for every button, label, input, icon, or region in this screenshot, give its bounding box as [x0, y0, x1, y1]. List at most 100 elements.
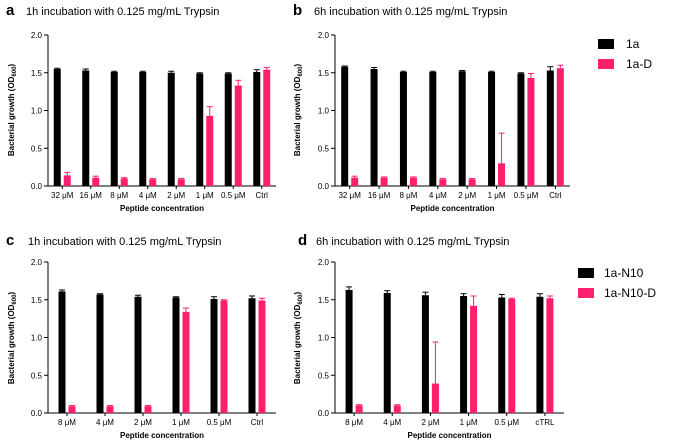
- bar-c-1a-n10-8-m: [58, 291, 66, 413]
- legend-label-1a: 1a: [626, 37, 640, 51]
- x-tick-label-a-32-m: 32 μM: [51, 191, 74, 200]
- chart-b: 0.0 0.5 1.0 1.5 2.0 Bacterial growth (OD600) P…: [293, 31, 570, 213]
- bar-c-1a-n10-d-ctrl: [258, 300, 266, 413]
- x-tick-label-b-1-m: 1 μM: [488, 191, 506, 200]
- y-tick-label-c-3: 1.5: [31, 296, 43, 305]
- bar-a-1a-d-16-m: [92, 177, 100, 186]
- panel-a-letter: a: [6, 2, 15, 19]
- bar-d-1a-n10-d-ctrl: [546, 298, 554, 413]
- x-tick-label-b-16-m: 16 μM: [368, 191, 391, 200]
- panel-c-letter: c: [6, 232, 14, 249]
- x-tick-label-b-2-m: 2 μM: [458, 191, 476, 200]
- panel-a-title: 1h incubation with 0.125 mg/mL Trypsin: [26, 6, 219, 18]
- x-tick-label-c-1-m: 1 μM: [172, 418, 190, 427]
- x-tick-label-a-ctrl: Ctrl: [256, 191, 269, 200]
- x-tick-label-d-4-m: 4 μM: [383, 418, 401, 427]
- y-tick-label-c-1: 0.5: [31, 371, 43, 380]
- legend-label-1a-N10-D: 1a-N10-D: [604, 286, 656, 300]
- x-tick-label-c-8-m: 8 μM: [58, 418, 76, 427]
- bar-a-1a-d-4-m: [149, 179, 157, 186]
- bar-a-1a-d-0-5-m: [234, 85, 242, 186]
- y-tick-label-a-0: 0.0: [31, 182, 43, 191]
- legend-label-1a-D: 1a-D: [626, 57, 652, 71]
- bar-a-1a-d-32-m: [63, 175, 71, 186]
- chart-a: 0.0 0.5 1.0 1.5 2.0 Bacterial growth (OD600) P…: [7, 31, 276, 213]
- bar-d-1a-n10-8-m: [345, 289, 353, 413]
- y-tick-label-c-4: 2.0: [31, 258, 43, 267]
- y-tick-label-c-0: 0.0: [31, 409, 43, 418]
- y-tick-label-b-1: 0.5: [318, 144, 330, 153]
- y-tick-label-b-2: 1.0: [318, 107, 330, 116]
- legend-swatch-1a: [598, 39, 614, 49]
- y-tick-label-c-2: 1.0: [31, 334, 43, 343]
- bar-c-1a-n10-d-1-m: [182, 311, 190, 413]
- bar-b-1a-d-0-5-m: [527, 78, 535, 186]
- bar-d-1a-n10-1-m: [460, 295, 468, 413]
- panel-b-title: 6h incubation with 0.125 mg/mL Trypsin: [314, 6, 507, 18]
- bar-a-1a-ctrl: [253, 71, 261, 186]
- x-tick-label-b-4-m: 4 μM: [429, 191, 447, 200]
- bar-a-1a-d-1-m: [206, 115, 214, 186]
- x-tick-label-a-1-m: 1 μM: [196, 191, 214, 200]
- legend-label-1a-N10: 1a-N10: [604, 266, 644, 280]
- legend-swatch-1a-N10-D: [578, 288, 594, 298]
- bar-d-1a-n10-d-1-m: [470, 305, 478, 413]
- x-tick-label-b-8-m: 8 μM: [399, 191, 417, 200]
- x-tick-label-d-8-m: 8 μM: [345, 418, 363, 427]
- x-tick-label-a-16-m: 16 μM: [80, 191, 103, 200]
- y-tick-label-a-1: 0.5: [31, 144, 43, 153]
- bar-c-1a-n10-d-2-m: [144, 406, 152, 413]
- x-tick-label-d-0-5-m: 0.5 μM: [494, 418, 519, 427]
- bar-c-1a-n10-2-m: [134, 296, 142, 413]
- y-tick-label-b-0: 0.0: [318, 182, 330, 191]
- bar-a-1a-8-m: [110, 71, 118, 186]
- bar-a-1a-1-m: [196, 73, 204, 186]
- x-axis-label-a: Peptide concentration: [120, 204, 204, 213]
- bar-a-1a-4-m: [139, 71, 147, 186]
- y-tick-label-a-4: 2.0: [31, 31, 43, 40]
- x-tick-label-a-4-m: 4 μM: [139, 191, 157, 200]
- x-axis-label-b: Peptide concentration: [410, 204, 494, 213]
- bar-d-1a-n10-4-m: [383, 292, 391, 413]
- panel-d-title: 6h incubation with 0.125 mg/mL Trypsin: [316, 236, 509, 248]
- bar-a-1a-2-m: [167, 72, 175, 186]
- bar-c-1a-n10-d-0-5-m: [220, 300, 228, 413]
- y-tick-label-d-0: 0.0: [318, 409, 330, 418]
- bar-d-1a-n10-2-m: [421, 295, 429, 413]
- y-tick-label-d-4: 2.0: [318, 258, 330, 267]
- panel-d-letter: d: [298, 232, 307, 249]
- bar-d-1a-n10-d-0-5-m: [508, 298, 516, 413]
- bar-b-1a-d-8-m: [409, 177, 417, 186]
- bar-c-1a-n10-d-8-m: [68, 406, 76, 413]
- bar-d-1a-n10-d-2-m: [431, 383, 439, 413]
- y-tick-label-b-4: 2.0: [318, 31, 330, 40]
- bar-a-1a-d-8-m: [120, 178, 128, 186]
- y-tick-label-a-3: 1.5: [31, 69, 43, 78]
- x-tick-label-c-2-m: 2 μM: [134, 418, 152, 427]
- bar-b-1a-d-1-m: [498, 163, 506, 186]
- x-tick-label-b-0-5-m: 0.5 μM: [514, 191, 539, 200]
- y-axis-label-c: Bacterial growth (OD600): [7, 292, 18, 385]
- bar-b-1a-d-2-m: [468, 179, 476, 186]
- x-tick-label-c-ctrl: Ctrl: [251, 418, 264, 427]
- bar-b-1a-d-4-m: [439, 179, 447, 186]
- bar-b-1a-ctrl: [546, 70, 554, 186]
- x-tick-label-c-4-m: 4 μM: [96, 418, 114, 427]
- bar-a-1a-d-2-m: [177, 179, 185, 186]
- bar-d-1a-n10-d-4-m: [393, 405, 401, 413]
- bar-b-1a-8-m: [399, 71, 407, 186]
- panel-c-title: 1h incubation with 0.125 mg/mL Trypsin: [28, 236, 221, 248]
- chart-c: 0.0 0.5 1.0 1.5 2.0 Bacterial growth (OD600) P…: [7, 258, 276, 440]
- legend-bottom: 1a-N10 1a-N10-D: [578, 266, 656, 300]
- x-axis-label-d: Peptide concentration: [407, 431, 491, 440]
- bar-b-1a-d-ctrl: [556, 68, 564, 186]
- y-tick-label-d-2: 1.0: [318, 334, 330, 343]
- x-tick-label-a-8-m: 8 μM: [110, 191, 128, 200]
- x-tick-label-b-32-m: 32 μM: [338, 191, 361, 200]
- bar-b-1a-1-m: [488, 71, 496, 186]
- bar-b-1a-d-16-m: [380, 177, 388, 186]
- bar-d-1a-n10-d-8-m: [355, 405, 363, 413]
- x-tick-label-d-2-m: 2 μM: [421, 418, 439, 427]
- bar-a-1a-0-5-m: [224, 73, 232, 186]
